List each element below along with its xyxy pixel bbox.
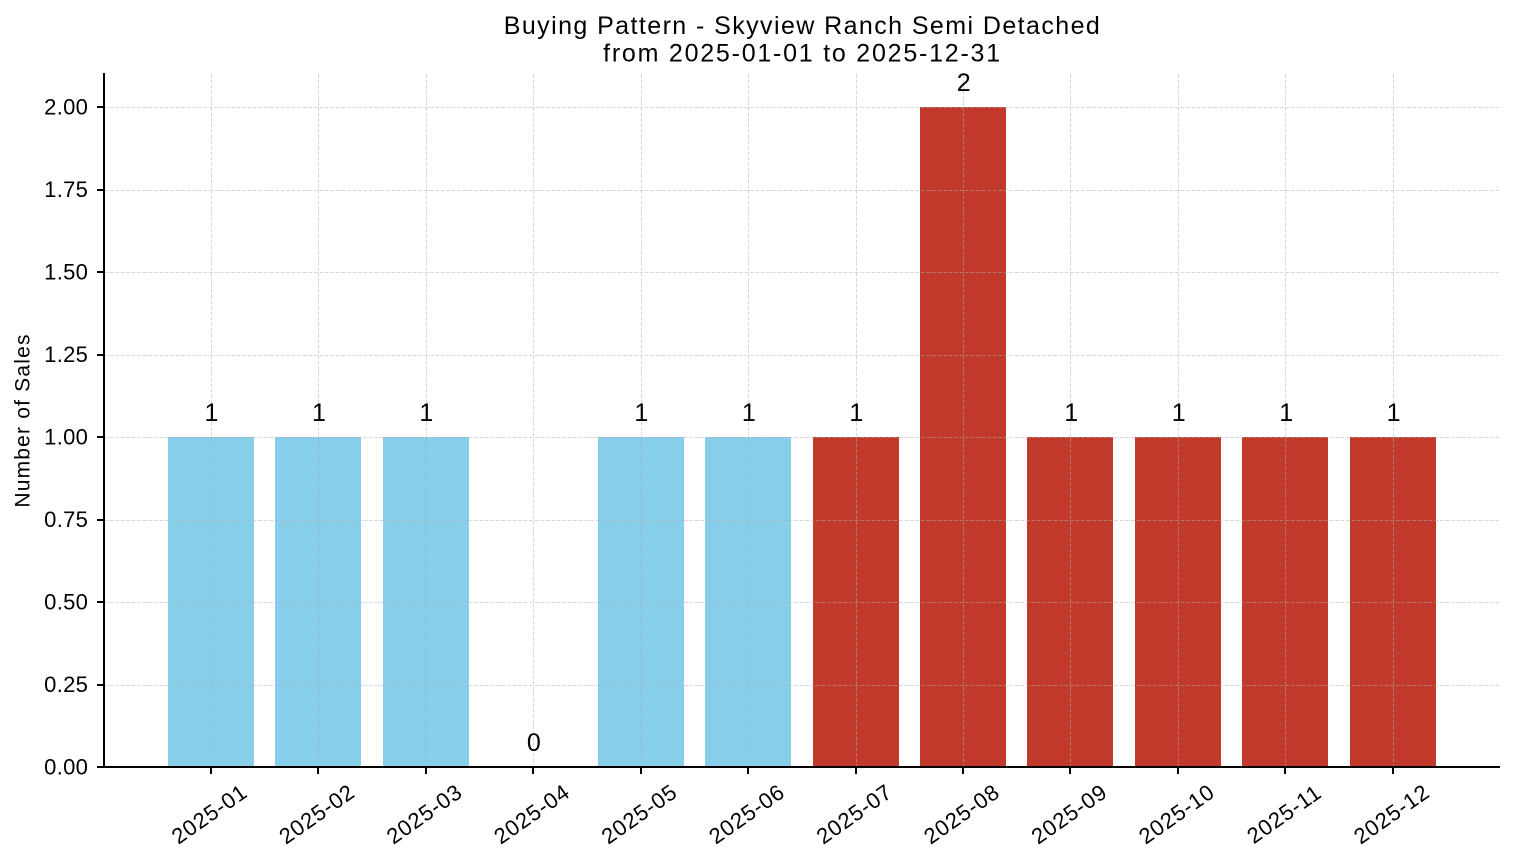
svg-text:1: 1 [1172, 399, 1186, 427]
svg-text:1.75: 1.75 [44, 177, 88, 202]
svg-text:1.00: 1.00 [44, 425, 88, 450]
svg-text:1: 1 [1279, 399, 1293, 427]
svg-text:1: 1 [1387, 399, 1401, 427]
svg-text:0.25: 0.25 [44, 672, 88, 697]
svg-text:from 2025-01-01 to 2025-12-31: from 2025-01-01 to 2025-12-31 [603, 40, 1002, 68]
svg-text:1: 1 [742, 399, 756, 427]
svg-text:1.50: 1.50 [44, 260, 88, 285]
svg-text:2.00: 2.00 [44, 95, 88, 120]
svg-text:0.75: 0.75 [44, 507, 88, 532]
svg-text:Buying Pattern - Skyview Ranch: Buying Pattern - Skyview Ranch Semi Deta… [504, 12, 1101, 40]
svg-text:1.25: 1.25 [44, 342, 88, 367]
svg-text:0.50: 0.50 [44, 590, 88, 615]
svg-text:1: 1 [1064, 399, 1078, 427]
svg-text:1: 1 [204, 399, 218, 427]
svg-text:Number of Sales: Number of Sales [12, 333, 35, 507]
svg-text:2: 2 [957, 69, 971, 97]
svg-text:1: 1 [634, 399, 648, 427]
svg-text:1: 1 [312, 399, 326, 427]
svg-text:0: 0 [527, 729, 541, 757]
svg-text:1: 1 [419, 399, 433, 427]
svg-text:0.00: 0.00 [44, 755, 88, 780]
svg-text:1: 1 [849, 399, 863, 427]
